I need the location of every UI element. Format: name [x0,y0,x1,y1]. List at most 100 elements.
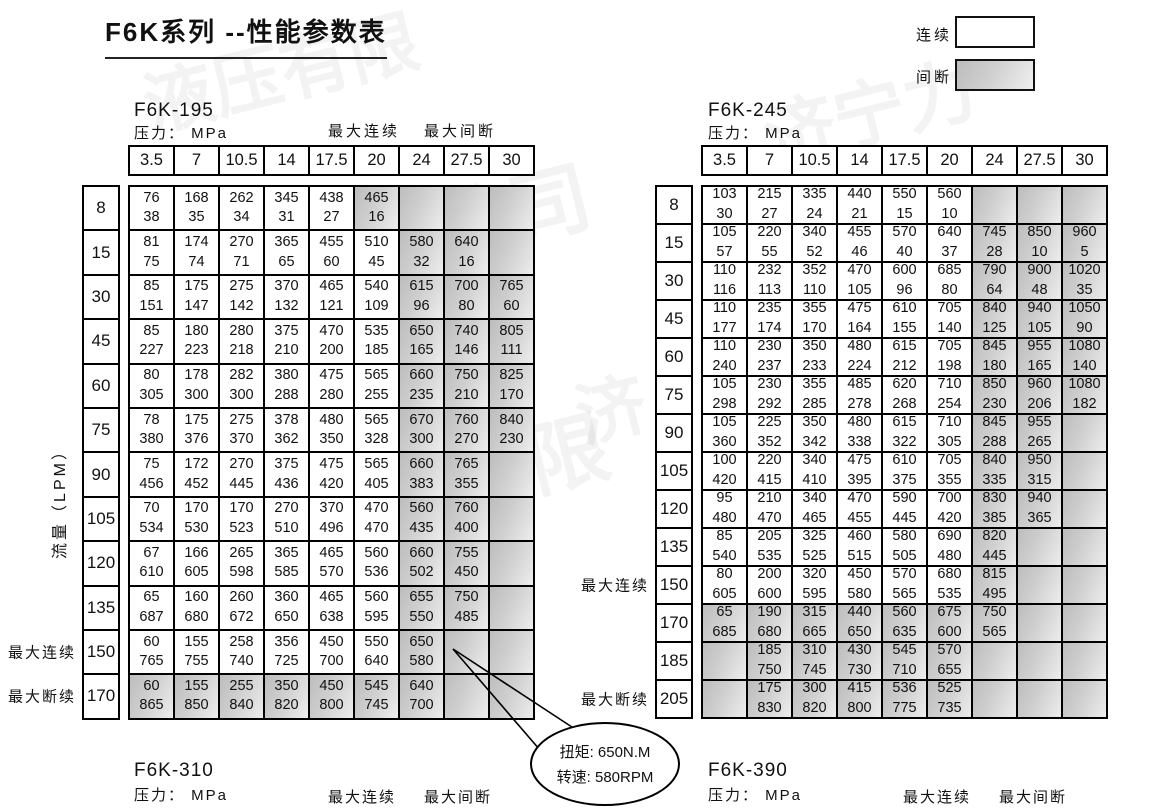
speed-value: 80 [458,297,475,314]
flow-row-header: 45 [82,318,120,365]
torque-value: 1020 [1068,262,1101,279]
data-cell-continuous: 440 21 [838,186,883,225]
speed-value: 28 [986,244,1003,260]
torque-value: 740 [454,322,479,339]
speed-value: 605 [184,564,209,581]
data-cell-continuous: 105 57 [703,224,748,263]
torque-value: 355 [802,300,827,317]
torque-value: 340 [802,224,827,241]
torque-value: 680 [937,566,962,583]
data-cell-intermittent [1018,681,1063,719]
speed-value: 455 [847,510,872,526]
speed-value: 233 [802,358,827,374]
data-cell-continuous: 560 10 [928,186,973,225]
speed-value: 840 [229,697,254,714]
data-cell-continuous: 175 147 [175,275,220,321]
speed-value: 170 [802,320,827,336]
data-cell-continuous: 475 420 [310,453,355,498]
data-cell-continuous: 282 300 [220,364,265,409]
data-cell-continuous: 375 436 [265,453,310,498]
torque-value: 378 [274,411,299,428]
speed-value: 355 [454,475,479,492]
speed-value: 300 [184,386,209,403]
torque-value: 565 [364,455,389,472]
flow-row-header: 最大连续 150 [8,628,120,676]
torque-value: 765 [499,278,524,295]
data-cell-continuous: 60 765 [130,630,175,676]
speed-value: 650 [847,624,872,640]
speed-value: 224 [847,358,872,374]
speed-value: 550 [409,608,434,625]
data-cell-continuous: 565 255 [355,364,400,409]
speed-value: 515 [847,548,872,564]
data-cell-continuous: 110 177 [703,300,748,339]
flow-value: 45 [91,331,111,351]
torque-value: 110 [712,262,737,279]
speed-value: 80 [941,282,958,298]
footer-table3-max-intermittent: 最大间断 [424,789,493,806]
torque-value: 225 [757,414,782,431]
flow-value: 60 [91,375,111,395]
data-cell-continuous: 450 700 [310,630,355,676]
data-cell-continuous: 690 480 [928,528,973,567]
data-cell-continuous: 105 360 [703,414,748,453]
torque-value: 760 [454,500,479,517]
data-cell-intermittent: 670 300 [400,408,445,454]
torque-value: 525 [937,680,962,697]
data-cell-continuous: 166 605 [175,542,220,587]
data-cell-continuous: 470 200 [310,320,355,365]
speed-value: 420 [319,475,344,492]
torque-value: 455 [319,234,344,251]
torque-value: 950 [1027,452,1052,469]
speed-value: 96 [413,297,430,314]
torque-value: 550 [364,633,389,650]
flow-value: 90 [91,464,111,484]
data-cell-continuous: 230 292 [748,376,793,415]
speed-value: 445 [229,475,254,492]
speed-value: 34 [233,209,250,226]
speed-value: 74 [188,253,205,270]
speed-value: 370 [229,431,254,448]
torque-value: 205 [757,528,782,545]
pressure-header-cell: 27.5 [1018,147,1063,176]
torque-value: 75 [143,455,160,472]
flow-axis-label: 流量（LPM） [52,441,69,559]
data-cell-continuous: 80 605 [703,566,748,605]
torque-value: 210 [757,490,782,507]
flow-value: 150 [659,575,689,594]
flow-value: 120 [86,553,116,573]
torque-value: 270 [229,234,254,251]
legend-continuous-label: 连续 [916,27,953,44]
torque-value: 700 [937,490,962,507]
flow-row-header: 105 [655,451,693,491]
torque-value: 475 [319,455,344,472]
speed-value: 700 [319,653,344,670]
speed-value: 375 [892,472,917,488]
torque-value: 750 [982,604,1007,621]
torque-value: 340 [802,452,827,469]
torque-value: 155 [184,633,209,650]
speed-value: 105 [847,282,872,298]
data-cell-continuous: 260 672 [220,586,265,631]
torque-value: 475 [847,300,872,317]
data-cell-continuous: 565 405 [355,453,400,498]
pressure-header-cell: 27.5 [445,147,490,176]
speed-value: 680 [184,608,209,625]
torque-value: 765 [454,455,479,472]
speed-value: 635 [892,624,917,640]
footer-table4-max-continuous: 最大连续 [903,789,972,806]
data-cell-intermittent: 1050 90 [1063,300,1108,339]
data-cell-intermittent: 825 170 [490,364,535,409]
data-cell-continuous: 680 535 [928,566,973,605]
speed-value: 610 [139,564,164,581]
torque-value: 610 [892,300,917,317]
data-cell-continuous: 180 223 [175,320,220,365]
torque-value: 470 [364,500,389,517]
torque-value: 450 [319,677,344,694]
speed-value: 64 [986,282,1003,298]
data-cell-intermittent [445,675,490,720]
data-cell-continuous: 610 155 [883,300,928,339]
speed-value: 735 [937,700,962,716]
speed-value: 405 [364,475,389,492]
data-cell-intermittent: 750 485 [445,586,490,631]
